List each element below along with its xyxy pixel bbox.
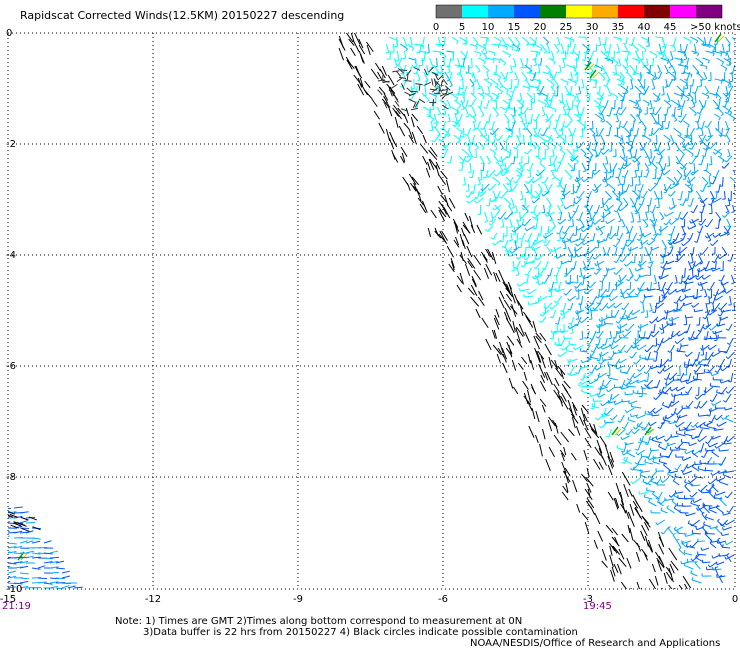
legend-swatch bbox=[540, 5, 566, 18]
legend-label: >50 knots bbox=[690, 22, 740, 33]
legend-swatch bbox=[618, 5, 644, 18]
longitude-label: -3 bbox=[583, 594, 593, 605]
legend-swatch bbox=[696, 5, 722, 18]
latitude-label: -6 bbox=[6, 361, 16, 372]
legend-label: 15 bbox=[508, 22, 521, 33]
longitude-label: -6 bbox=[438, 594, 448, 605]
legend-swatch bbox=[462, 5, 488, 18]
legend-label: 30 bbox=[586, 22, 599, 33]
map-frame bbox=[7, 32, 736, 590]
time-label-left: 21:19 bbox=[2, 601, 31, 612]
latitude-label: -2 bbox=[6, 139, 16, 150]
wind-speed-legend: 0 5 10 15 20 25 30 35 40 45 >50 knots bbox=[433, 4, 740, 33]
legend-label: 0 bbox=[433, 22, 439, 33]
legend-swatch bbox=[514, 5, 540, 18]
legend-label: 5 bbox=[459, 22, 465, 33]
legend-swatch bbox=[592, 5, 618, 18]
latitude-label: -8 bbox=[6, 472, 16, 483]
longitude-label: 0 bbox=[732, 594, 738, 605]
time-label-right: 19:45 bbox=[583, 601, 612, 612]
legend-label: 20 bbox=[534, 22, 547, 33]
legend-label: 25 bbox=[560, 22, 573, 33]
wind-barb-swaths bbox=[8, 33, 735, 589]
legend-swatch bbox=[670, 5, 696, 18]
latitude-label: 0 bbox=[6, 28, 12, 39]
latitude-labels: 0 -2 -4 -6 -8 -10 bbox=[6, 28, 22, 595]
legend-label: 40 bbox=[638, 22, 651, 33]
legend-swatch bbox=[436, 5, 462, 18]
latitude-label: -4 bbox=[6, 250, 16, 261]
note-line-2: 3)Data buffer is 22 hrs from 20150227 4)… bbox=[143, 627, 578, 638]
credit-line: NOAA/NESDIS/Office of Research and Appli… bbox=[470, 638, 721, 649]
map-title: Rapidscat Corrected Winds(12.5KM) 201502… bbox=[20, 9, 345, 22]
longitude-labels: -15 -12 -9 -6 -3 0 bbox=[0, 594, 738, 605]
graticule bbox=[8, 33, 735, 589]
latitude-label: -10 bbox=[6, 584, 22, 595]
legend-label: 35 bbox=[612, 22, 625, 33]
longitude-label: -12 bbox=[145, 594, 161, 605]
legend-swatch bbox=[488, 5, 514, 18]
legend-swatch bbox=[566, 5, 592, 18]
longitude-label: -15 bbox=[0, 594, 16, 605]
legend-swatch bbox=[644, 5, 670, 18]
legend-label: 45 bbox=[664, 22, 677, 33]
note-line-1: Note: 1) Times are GMT 2)Times along bot… bbox=[115, 616, 523, 627]
legend-label: 10 bbox=[482, 22, 495, 33]
longitude-label: -9 bbox=[293, 594, 303, 605]
